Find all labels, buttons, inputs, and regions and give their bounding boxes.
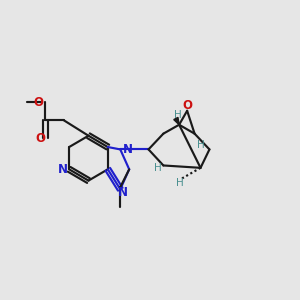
Polygon shape (174, 117, 179, 125)
Text: H: H (154, 163, 162, 173)
Text: N: N (58, 163, 68, 176)
Text: N: N (118, 186, 128, 199)
Text: O: O (34, 96, 44, 109)
Text: O: O (182, 99, 192, 112)
Text: N: N (123, 143, 133, 156)
Text: H: H (176, 178, 184, 188)
Text: O: O (35, 132, 45, 145)
Text: H: H (197, 140, 205, 150)
Text: H: H (174, 110, 182, 120)
